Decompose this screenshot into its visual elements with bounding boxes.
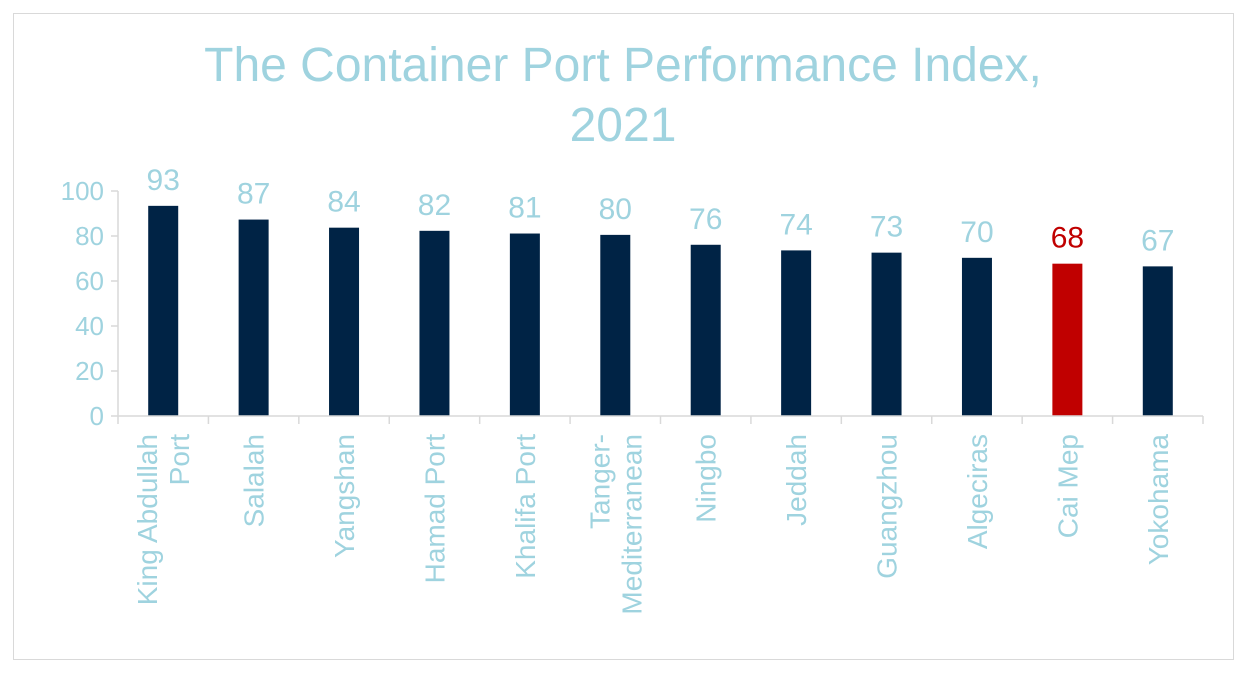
data-label: 81 (508, 192, 541, 225)
bar (1142, 266, 1173, 416)
x-category-label-line: Algeciras (962, 434, 993, 549)
data-label: 82 (418, 189, 451, 222)
y-axis: 0 20 40 60 80 100 (61, 176, 119, 431)
x-category-label: Hamad Port (419, 434, 450, 584)
chart-container: The Container Port Performance Index, 202… (13, 13, 1234, 660)
x-category-label-line: Port (164, 434, 195, 486)
bar (1052, 263, 1083, 416)
x-category-label: Algeciras (962, 434, 993, 549)
data-labels: 93 87 84 82 81 80 76 74 73 70 68 67 (147, 164, 1175, 258)
bar-chart: The Container Port Performance Index,202… (61, 39, 1204, 615)
category-labels: King AbdullahPort Salalah Yangshan Hamad Po… (132, 434, 1174, 615)
x-category-label-line: Khalifa Port (510, 434, 541, 579)
x-category-label-line: Jeddah (781, 434, 812, 526)
x-category-label: Tanger-Mediterranean (584, 434, 647, 615)
data-label: 87 (237, 178, 270, 211)
bar (509, 233, 540, 416)
chart-title-line: The Container Port Performance Index, (204, 39, 1042, 92)
chart-title: The Container Port Performance Index, 202… (204, 39, 1042, 152)
data-label: 76 (689, 203, 722, 236)
x-category-label: Guangzhou (872, 434, 903, 579)
x-axis (117, 415, 1204, 424)
x-category-label-line: Tanger- (584, 434, 615, 529)
y-tick-label: 40 (75, 311, 104, 341)
x-category-label-line: Salalah (239, 434, 270, 527)
y-tick-label: 100 (61, 176, 104, 206)
bar (238, 219, 269, 416)
y-tick-label: 0 (90, 401, 104, 431)
y-tick-label: 60 (75, 266, 104, 296)
bars (148, 205, 1173, 416)
x-category-label-line: Guangzhou (872, 434, 903, 579)
x-category-label-line: Hamad Port (419, 434, 450, 584)
x-category-label: Yokohama (1143, 434, 1174, 566)
data-label: 73 (870, 211, 903, 244)
data-label: 70 (960, 216, 993, 249)
x-category-label: King AbdullahPort (132, 434, 195, 605)
x-category-label: Jeddah (781, 434, 812, 526)
y-tick-label: 20 (75, 356, 104, 386)
bar (871, 252, 902, 416)
bar (600, 234, 631, 416)
x-category-label-line: Mediterranean (616, 434, 647, 615)
bar (419, 230, 450, 416)
chart-title-line: 2021 (570, 99, 677, 152)
x-category-label-line: Ningbo (691, 434, 722, 523)
x-category-label: Khalifa Port (510, 434, 541, 579)
x-category-label: Yangshan (329, 434, 360, 558)
x-category-label-line: Cai Mep (1052, 434, 1083, 538)
bar (961, 257, 992, 416)
x-category-label: Ningbo (691, 434, 722, 523)
x-category-label-line: King Abdullah (132, 434, 163, 605)
data-label: 68 (1051, 222, 1084, 255)
bar (690, 244, 721, 416)
x-category-label-line: Yokohama (1143, 434, 1174, 566)
y-tick-label: 80 (75, 221, 104, 251)
bar (781, 250, 812, 416)
bar (148, 205, 179, 416)
data-label: 80 (599, 193, 632, 226)
x-category-label-line: Yangshan (329, 434, 360, 558)
data-label: 67 (1141, 224, 1174, 257)
data-label: 93 (147, 164, 180, 197)
bar (329, 227, 360, 416)
data-label: 84 (327, 186, 360, 219)
x-category-label: Cai Mep (1052, 434, 1083, 538)
data-label: 74 (779, 208, 812, 241)
x-category-label: Salalah (239, 434, 270, 527)
